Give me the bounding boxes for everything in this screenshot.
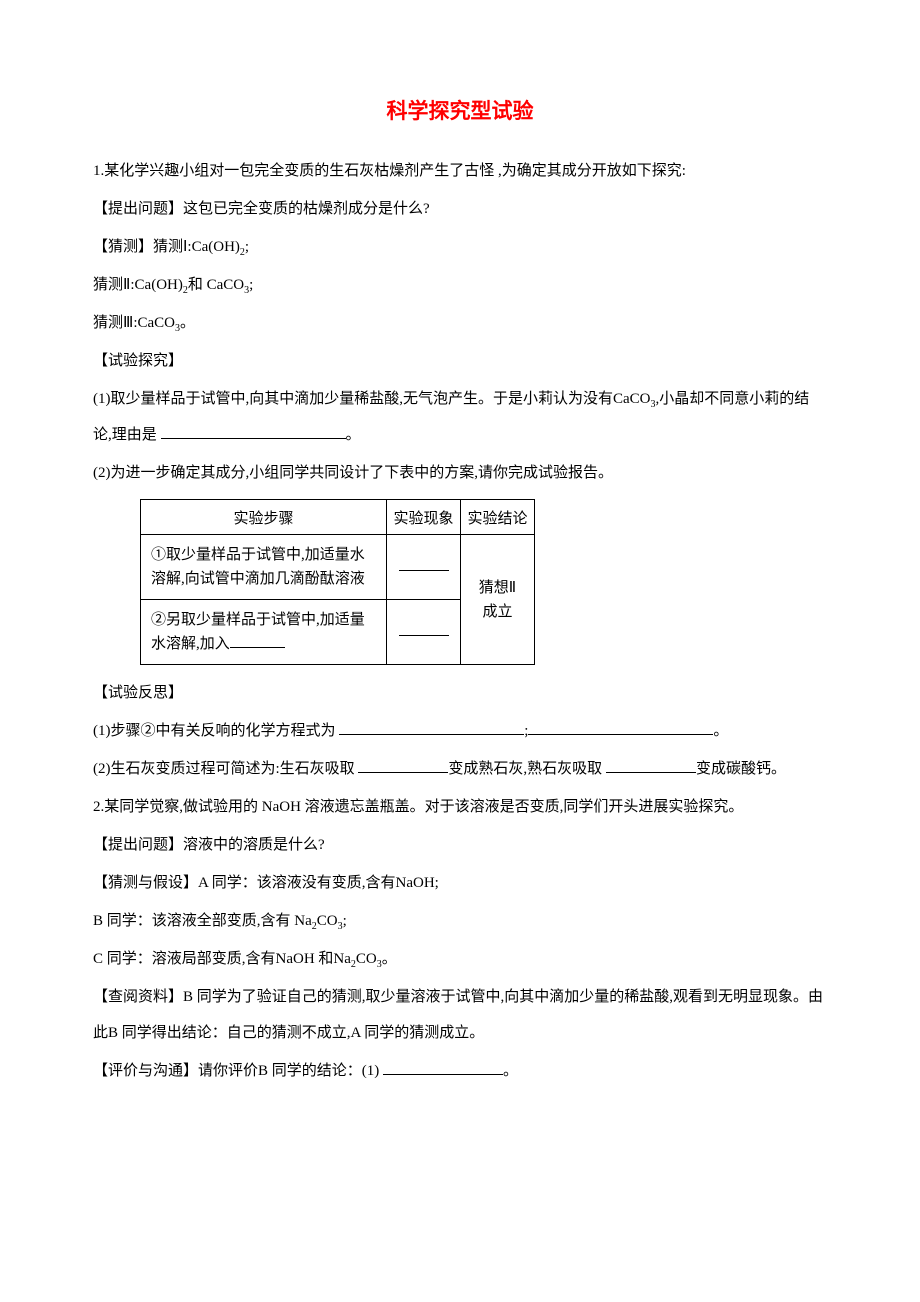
- q1-question: 【提出问题】这包已完全变质的枯燥剂成分是什么?: [93, 191, 827, 227]
- row1-line2: 溶解,向试管中滴加几滴酚酞溶液: [151, 571, 365, 587]
- blank-field: [161, 424, 346, 439]
- q2-intro: 2.某同学觉察,做试验用的 NaOH 溶液遗忘盖瓶盖。对于该溶液是否变质,同学们…: [93, 789, 827, 825]
- table-cell-conclusion: 猜想Ⅱ 成立: [461, 535, 535, 665]
- q1-guess1: 【猜测】猜测Ⅰ:Ca(OH)2;: [93, 229, 827, 265]
- row2-line1: ②另取少量样品于试管中,加适量: [151, 612, 365, 628]
- q1-guess2: 猜测Ⅱ:Ca(OH)2和 CaCO3;: [93, 267, 827, 303]
- reflect2-text-c: 变成碳酸钙。: [696, 761, 786, 777]
- blank-field: [230, 647, 285, 648]
- eval-end: 。: [503, 1063, 518, 1079]
- q1-experiment-header: 【试验探究】: [93, 343, 827, 379]
- guessB-text-a: B 同学：该溶液全部变质,含有 Na: [93, 913, 312, 929]
- table-header-conclusion: 实验结论: [461, 500, 535, 535]
- q1-reflect-header: 【试验反思】: [93, 675, 827, 711]
- q2-guess-b: B 同学：该溶液全部变质,含有 Na2CO3;: [93, 903, 827, 939]
- q1-step1: (1)取少量样品于试管中,向其中滴加少量稀盐酸,无气泡产生。于是小莉认为没有Ca…: [93, 381, 827, 453]
- conclusion-line1: 猜想Ⅱ: [479, 580, 516, 596]
- table-row: ①取少量样品于试管中,加适量水 溶解,向试管中滴加几滴酚酞溶液 猜想Ⅱ 成立: [141, 535, 535, 600]
- blank-field: [339, 720, 524, 735]
- guessB-text-b: CO: [317, 913, 338, 929]
- table-cell-step2: ②另取少量样品于试管中,加适量 水溶解,加入: [141, 600, 387, 665]
- table-header-row: 实验步骤 实验现象 实验结论: [141, 500, 535, 535]
- q2-question: 【提出问题】溶液中的溶质是什么?: [93, 827, 827, 863]
- guess3-suffix: 。: [180, 315, 195, 331]
- q1-guess3: 猜测Ⅲ:CaCO3。: [93, 305, 827, 341]
- guess2-mid: 和 CaCO: [188, 277, 244, 293]
- q1-reflect1: (1)步骤②中有关反响的化学方程式为 ;。: [93, 713, 827, 749]
- conclusion-line2: 成立: [482, 604, 512, 620]
- q2-lookup: 【查阅资料】B 同学为了验证自己的猜测,取少量溶液于试管中,向其中滴加少量的稀盐…: [93, 979, 827, 1051]
- row2-line2: 水溶解,加入: [151, 636, 230, 652]
- guessB-end: ;: [343, 913, 347, 929]
- blank-field: [528, 720, 713, 735]
- reflect2-text-b: 变成熟石灰,熟石灰吸取: [448, 761, 602, 777]
- experiment-table: 实验步骤 实验现象 实验结论 ①取少量样品于试管中,加适量水 溶解,向试管中滴加…: [140, 499, 827, 665]
- blank-field: [383, 1060, 503, 1075]
- guessC-text-b: CO: [356, 951, 377, 967]
- q2-guess-a: 【猜测与假设】A 同学：该溶液没有变质,含有NaOH;: [93, 865, 827, 901]
- guess1-suffix: ;: [245, 239, 249, 255]
- reflect1-text: (1)步骤②中有关反响的化学方程式为: [93, 723, 336, 739]
- q1-reflect2: (2)生石灰变质过程可简述为:生石灰吸取 变成熟石灰,熟石灰吸取 变成碳酸钙。: [93, 751, 827, 787]
- table-header-phenomenon: 实验现象: [387, 500, 461, 535]
- blank-field: [399, 635, 449, 636]
- q1-intro: 1.某化学兴趣小组对一包完全变质的生石灰枯燥剂产生了古怪 ,为确定其成分开放如下…: [93, 153, 827, 189]
- blank-field: [606, 758, 696, 773]
- q2-guess-c: C 同学：溶液局部变质,含有NaOH 和Na2CO3。: [93, 941, 827, 977]
- guess2-text-a: 猜测Ⅱ:Ca(OH): [93, 277, 183, 293]
- table-cell-phenomenon2: [387, 600, 461, 665]
- guess3-text: 猜测Ⅲ:CaCO: [93, 315, 175, 331]
- table-cell-step1: ①取少量样品于试管中,加适量水 溶解,向试管中滴加几滴酚酞溶液: [141, 535, 387, 600]
- row1-line1: ①取少量样品于试管中,加适量水: [151, 547, 365, 563]
- guessC-end: 。: [382, 951, 397, 967]
- step1-end: 。: [346, 427, 361, 443]
- guess1-text: 【猜测】猜测Ⅰ:Ca(OH): [93, 239, 240, 255]
- table-cell-phenomenon1: [387, 535, 461, 600]
- step1-text-a: (1)取少量样品于试管中,向其中滴加少量稀盐酸,无气泡产生。于是小莉认为没有Ca…: [93, 391, 651, 407]
- q1-step2: (2)为进一步确定其成分,小组同学共同设计了下表中的方案,请你完成试验报告。: [93, 455, 827, 491]
- guess2-suffix: ;: [249, 277, 253, 293]
- q2-eval: 【评价与沟通】请你评价B 同学的结论：(1) 。: [93, 1053, 827, 1089]
- reflect1-end: 。: [713, 723, 728, 739]
- table-header-steps: 实验步骤: [141, 500, 387, 535]
- eval-text: 【评价与沟通】请你评价B 同学的结论：(1): [93, 1063, 379, 1079]
- guessC-text-a: C 同学：溶液局部变质,含有NaOH 和Na: [93, 951, 351, 967]
- blank-field: [358, 758, 448, 773]
- blank-field: [399, 570, 449, 571]
- page-title: 科学探究型试验: [93, 95, 827, 125]
- reflect2-text-a: (2)生石灰变质过程可简述为:生石灰吸取: [93, 761, 355, 777]
